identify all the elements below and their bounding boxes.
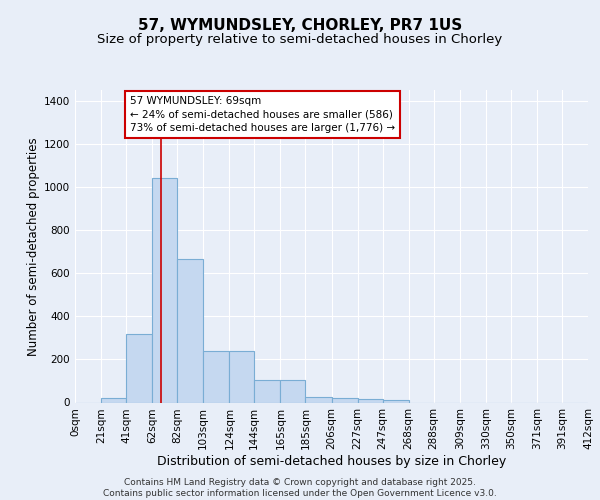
- Bar: [152, 178, 177, 402]
- Bar: [126, 334, 152, 402]
- Bar: [177, 259, 203, 402]
- Text: 57 WYMUNDSLEY: 69sqm
← 24% of semi-detached houses are smaller (586)
73% of semi: 57 WYMUNDSLEY: 69sqm ← 24% of semi-detac…: [130, 96, 395, 133]
- X-axis label: Distribution of semi-detached houses by size in Chorley: Distribution of semi-detached houses by …: [157, 455, 506, 468]
- Bar: [383, 400, 409, 402]
- Text: 57, WYMUNDSLEY, CHORLEY, PR7 1US: 57, WYMUNDSLEY, CHORLEY, PR7 1US: [138, 18, 462, 32]
- Bar: [229, 351, 254, 403]
- Bar: [280, 380, 305, 402]
- Bar: [305, 397, 331, 402]
- Bar: [203, 351, 229, 403]
- Bar: [358, 400, 383, 402]
- Text: Size of property relative to semi-detached houses in Chorley: Size of property relative to semi-detach…: [97, 32, 503, 46]
- Bar: [254, 380, 280, 402]
- Bar: [331, 398, 358, 402]
- Y-axis label: Number of semi-detached properties: Number of semi-detached properties: [27, 137, 40, 356]
- Bar: [101, 398, 126, 402]
- Text: Contains HM Land Registry data © Crown copyright and database right 2025.
Contai: Contains HM Land Registry data © Crown c…: [103, 478, 497, 498]
